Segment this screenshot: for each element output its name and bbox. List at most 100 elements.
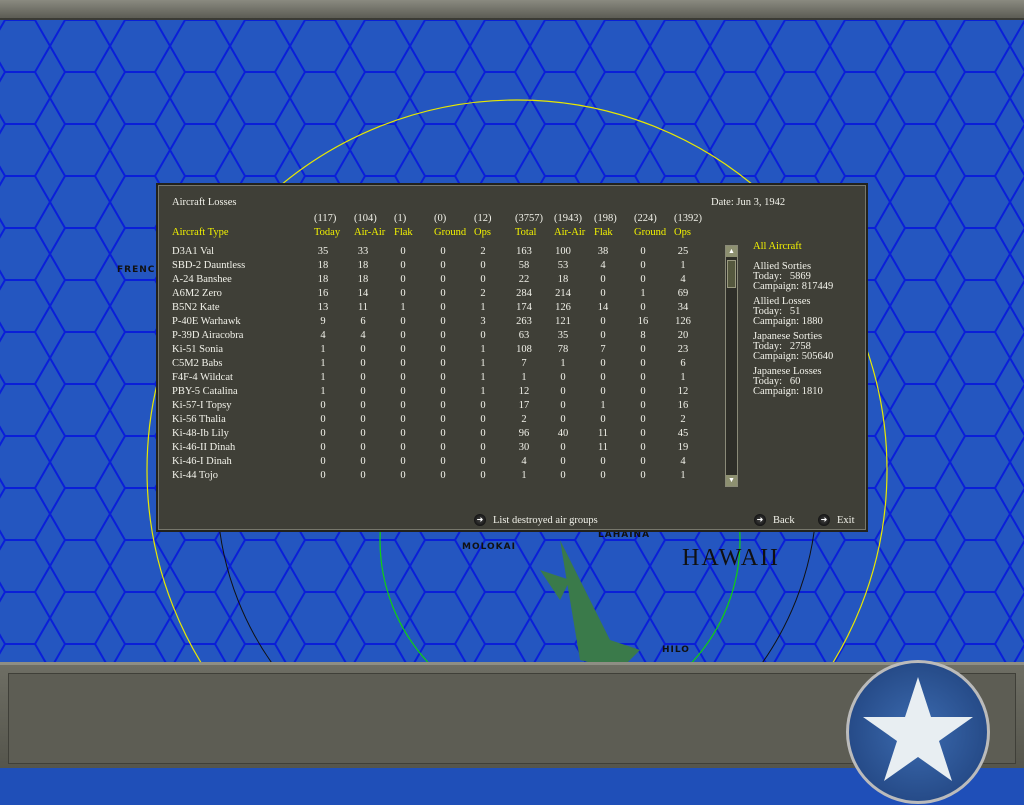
loss-value: 0 [640,442,646,453]
column-header[interactable]: Ops [474,227,491,238]
column-header[interactable]: Flak [594,227,613,238]
loss-value: 3 [480,316,486,327]
column-header[interactable]: Ground [434,227,467,238]
table-row[interactable]: A-24 Banshee 18 18 0 0 0 22 18 0 0 4 [158,274,718,288]
loss-value: 163 [516,246,532,257]
stats-title: Japanese Sorties [753,331,823,342]
loss-value: 18 [557,274,569,285]
loss-value: 126 [555,302,571,313]
loss-value: 0 [440,344,446,355]
loss-value: 0 [440,302,446,313]
loss-value: 0 [360,386,366,397]
stats-today: Today: 2758 [753,341,811,352]
table-row[interactable]: Ki-57-I Topsy 0 0 0 0 0 17 0 1 0 16 [158,400,718,414]
back-button[interactable]: ➜ Back [754,514,795,526]
column-total: (1392) [674,213,702,224]
table-row[interactable]: Ki-51 Sonia 1 0 0 0 1 108 78 7 0 23 [158,344,718,358]
column-header[interactable]: Air-Air [354,227,386,238]
loss-value: 0 [360,442,366,453]
loss-value: 0 [400,372,406,383]
loss-value: 25 [677,246,689,257]
table-row[interactable]: Ki-44 Tojo 0 0 0 0 0 1 0 0 0 1 [158,470,718,484]
loss-value: 0 [400,414,406,425]
loss-value: 0 [440,372,446,383]
column-header[interactable]: Air-Air [554,227,586,238]
list-destroyed-air-groups-button[interactable]: ➜ List destroyed air groups [474,514,598,526]
table-row[interactable]: SBD-2 Dauntless 18 18 0 0 0 58 53 4 0 1 [158,260,718,274]
loss-value: 0 [600,330,606,341]
loss-value: 40 [557,428,569,439]
loss-value: 16 [677,400,689,411]
loss-value: 0 [640,372,646,383]
table-row[interactable]: P-39D Airacobra 4 4 0 0 0 63 35 0 8 20 [158,330,718,344]
loss-value: 0 [440,414,446,425]
exit-button[interactable]: ➜ Exit [818,514,855,526]
table-row[interactable]: C5M2 Babs 1 0 0 0 1 7 1 0 0 6 [158,358,718,372]
loss-value: 0 [480,428,486,439]
loss-value: 0 [400,386,406,397]
table-row[interactable]: A6M2 Zero 16 14 0 0 2 284 214 0 1 69 [158,288,718,302]
loss-value: 0 [440,428,446,439]
stats-today: Today: 60 [753,376,801,387]
table-scrollbar[interactable]: ▲ ▼ [725,245,738,487]
column-header[interactable]: Flak [394,227,413,238]
loss-value: 0 [360,456,366,467]
table-row[interactable]: B5N2 Kate 13 11 1 0 1 174 126 14 0 34 [158,302,718,316]
loss-value: 0 [440,470,446,481]
map-label-molokai: MOLOKAI [462,542,516,552]
loss-value: 0 [360,358,366,369]
aircraft-losses-dialog: Aircraft Losses Date: Jun 3, 1942 Aircra… [156,183,868,532]
column-header[interactable]: Total [515,227,537,238]
loss-value: 0 [480,470,486,481]
loss-value: 4 [521,456,527,467]
loss-value: 0 [360,372,366,383]
table-row[interactable]: F4F-4 Wildcat 1 0 0 0 1 1 0 0 0 1 [158,372,718,386]
column-header[interactable]: Today [314,227,341,238]
loss-value: 22 [518,274,530,285]
loss-value: 108 [516,344,532,355]
aircraft-type-header[interactable]: Aircraft Type [172,227,229,238]
column-header[interactable]: Ops [674,227,691,238]
arrow-right-icon: ➜ [818,514,830,526]
table-row[interactable]: Ki-46-II Dinah 0 0 0 0 0 30 0 11 0 19 [158,442,718,456]
column-total: (3757) [515,213,543,224]
loss-value: 11 [597,428,609,439]
table-row[interactable]: Ki-56 Thalia 0 0 0 0 0 2 0 0 0 2 [158,414,718,428]
loss-value: 11 [357,302,369,313]
loss-value: 1 [320,372,326,383]
aircraft-type: Ki-44 Tojo [172,470,219,481]
table-row[interactable]: Ki-46-I Dinah 0 0 0 0 0 4 0 0 0 4 [158,456,718,470]
loss-value: 0 [480,260,486,271]
loss-value: 0 [640,246,646,257]
stats-campaign: Campaign: 817449 [753,281,834,292]
loss-value: 1 [680,372,686,383]
aircraft-filter[interactable]: All Aircraft [753,241,802,252]
loss-value: 0 [560,456,566,467]
column-total: (0) [434,213,447,224]
loss-value: 0 [400,358,406,369]
column-header[interactable]: Ground [634,227,667,238]
stats-today: Today: 51 [753,306,801,317]
table-row[interactable]: D3A1 Val 35 33 0 0 2 163 100 38 0 25 [158,246,718,260]
stats-block: Japanese Sorties Today: 2758 Campaign: 5… [753,331,833,362]
dialog-title: Aircraft Losses [172,197,237,208]
loss-value: 0 [320,470,326,481]
table-row[interactable]: PBY-5 Catalina 1 0 0 0 1 12 0 0 0 12 [158,386,718,400]
loss-value: 284 [516,288,532,299]
loss-value: 4 [680,274,686,285]
scroll-up-icon[interactable]: ▲ [726,246,737,257]
loss-value: 18 [317,260,329,271]
loss-value: 0 [600,288,606,299]
aircraft-type: F4F-4 Wildcat [172,372,233,383]
column-total: (12) [474,213,492,224]
loss-value: 126 [675,316,691,327]
table-row[interactable]: Ki-48-Ib Lily 0 0 0 0 0 96 40 11 0 45 [158,428,718,442]
loss-value: 13 [317,302,329,313]
loss-value: 0 [440,246,446,257]
table-row[interactable]: P-40E Warhawk 9 6 0 0 3 263 121 0 16 126 [158,316,718,330]
scroll-down-icon[interactable]: ▼ [726,475,737,486]
loss-value: 0 [560,414,566,425]
scroll-thumb[interactable] [727,260,736,288]
loss-value: 0 [360,414,366,425]
loss-value: 18 [317,274,329,285]
